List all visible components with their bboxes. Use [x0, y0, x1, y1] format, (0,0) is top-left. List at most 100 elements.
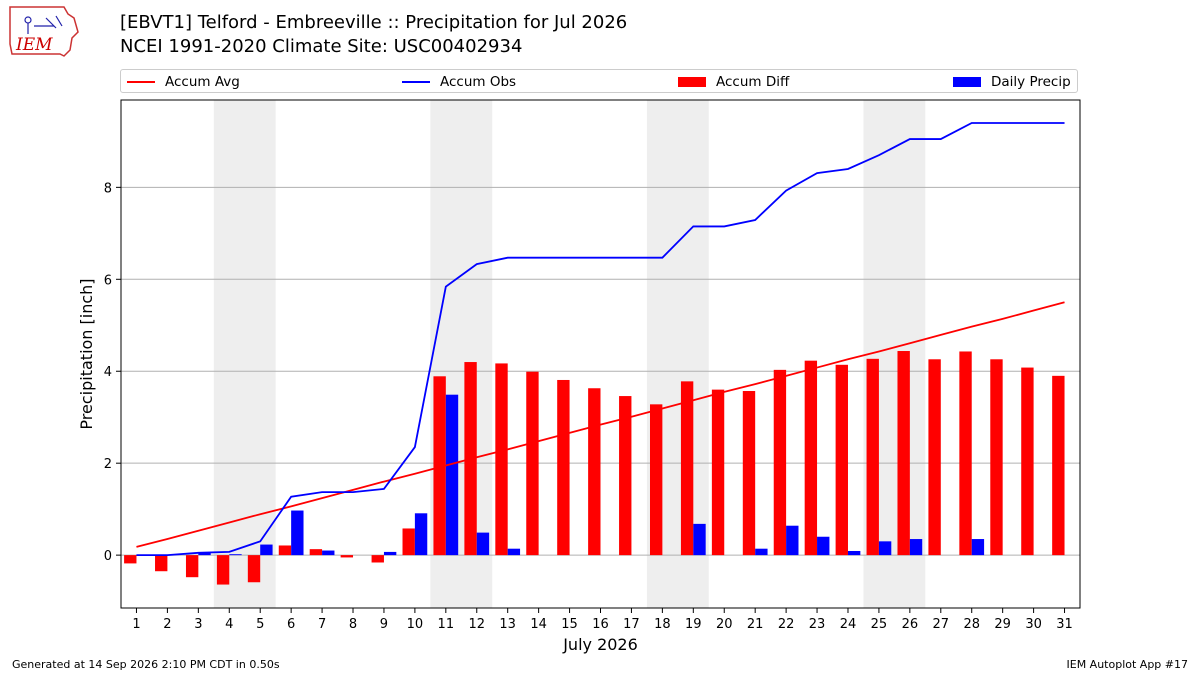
bar-accum-diff [588, 388, 601, 556]
y-tick-label: 8 [104, 181, 112, 196]
x-tick-label: 28 [963, 617, 980, 632]
x-tick-label: 9 [380, 617, 388, 632]
bar-accum-diff [464, 362, 477, 556]
x-tick-label: 8 [349, 617, 357, 632]
bar-accum-diff [433, 376, 446, 556]
bar-accum-diff [247, 555, 261, 583]
bar-daily-precip [445, 394, 459, 556]
legend: Accum Avg Accum Obs Accum Diff Daily Pre… [120, 69, 1078, 93]
x-tick-label: 29 [994, 617, 1011, 632]
x-tick-label: 25 [871, 617, 888, 632]
x-tick-label: 27 [933, 617, 950, 632]
x-tick-label: 3 [194, 617, 202, 632]
bar-daily-precip [693, 523, 706, 556]
x-tick-label: 7 [318, 617, 326, 632]
x-tick-label: 12 [468, 617, 485, 632]
x-tick-label: 13 [499, 617, 516, 632]
legend-swatch [953, 77, 981, 87]
weekend-shade [863, 100, 926, 608]
chart-subtitle: NCEI 1991-2020 Climate Site: USC00402934 [120, 36, 523, 57]
bar-accum-diff [990, 359, 1003, 556]
bar-accum-diff [804, 360, 818, 556]
bar-accum-diff [649, 404, 663, 556]
bar-accum-diff [1021, 367, 1034, 556]
bar-accum-diff [928, 359, 941, 556]
bar-accum-diff [155, 555, 168, 572]
bar-accum-diff [959, 351, 972, 556]
generated-timestamp: Generated at 14 Sep 2026 2:10 PM CDT in … [12, 658, 280, 671]
legend-label: Accum Obs [440, 74, 517, 90]
bar-daily-precip [847, 550, 861, 556]
x-tick-label: 5 [256, 617, 264, 632]
chart-title: [EBVT1] Telford - Embreeville :: Precipi… [120, 12, 628, 33]
legend-swatch [402, 81, 430, 83]
legend-item-accum-avg: Accum Avg [127, 74, 240, 90]
x-tick-label: 24 [840, 617, 857, 632]
bar-daily-precip [291, 510, 304, 556]
plot-frame [120, 99, 1081, 609]
x-tick-label: 17 [623, 617, 640, 632]
bar-accum-diff [1052, 375, 1065, 556]
bar-accum-diff [866, 358, 879, 556]
x-tick-label: 15 [561, 617, 578, 632]
legend-label: Accum Diff [716, 74, 790, 90]
legend-label: Accum Avg [165, 74, 240, 90]
bar-daily-precip [786, 525, 799, 556]
bar-accum-diff [402, 528, 415, 556]
legend-label: Daily Precip [991, 74, 1071, 90]
y-tick-label: 2 [104, 457, 112, 472]
x-tick-label: 31 [1056, 617, 1073, 632]
weekend-shade [646, 100, 709, 608]
x-tick-label: 16 [592, 617, 609, 632]
x-tick-label: 21 [747, 617, 764, 632]
bar-daily-precip [322, 550, 335, 556]
x-tick-label: 22 [778, 617, 795, 632]
bar-daily-precip [909, 539, 923, 556]
x-axis-label: July 2026 [562, 635, 638, 654]
x-tick-label: 18 [654, 617, 671, 632]
y-tick-label: 4 [104, 365, 112, 380]
x-tick-label: 19 [685, 617, 702, 632]
bar-accum-diff [216, 555, 230, 585]
bar-daily-precip [476, 532, 490, 556]
bar-accum-diff [495, 363, 508, 556]
bar-accum-diff [371, 555, 384, 563]
weekend-shade [213, 100, 276, 608]
legend-item-accum-obs: Accum Obs [402, 74, 516, 90]
legend-swatch [678, 77, 706, 87]
bar-daily-precip [198, 552, 211, 556]
bar-accum-diff [309, 549, 323, 556]
app-credit: IEM Autoplot App #17 [1066, 658, 1189, 671]
plot-area [121, 100, 1080, 608]
bar-accum-diff [526, 371, 539, 556]
bar-accum-diff [835, 364, 848, 556]
bar-accum-diff [619, 396, 632, 556]
x-tick-label: 1 [132, 617, 140, 632]
line-accum-obs [136, 122, 1065, 557]
bar-accum-diff [124, 555, 137, 564]
bar-daily-precip [755, 548, 768, 556]
x-tick-label: 11 [438, 617, 455, 632]
bar-daily-precip [414, 513, 428, 556]
bar-daily-precip [383, 551, 397, 556]
weekend-shade [430, 100, 493, 608]
bar-daily-precip [260, 544, 273, 556]
legend-item-accum-diff: Accum Diff [678, 74, 789, 90]
bar-accum-diff [557, 379, 570, 556]
line-accum-avg [136, 301, 1065, 548]
iowa-state-outline-icon [9, 6, 79, 57]
legend-item-daily-precip: Daily Precip [953, 74, 1071, 90]
x-tick-label: 2 [163, 617, 171, 632]
logo-text: IEM [15, 35, 53, 55]
bar-accum-diff [185, 555, 199, 578]
iem-logo: IEM [9, 6, 79, 57]
bar-accum-diff [897, 351, 910, 556]
bar-daily-precip [229, 554, 242, 556]
x-tick-label: 14 [530, 617, 547, 632]
bar-daily-precip [507, 548, 521, 556]
y-axis-label: Precipitation [inch] [77, 278, 96, 429]
bar-accum-diff [340, 555, 354, 558]
bar-accum-diff [711, 389, 725, 556]
x-tick-label: 6 [287, 617, 295, 632]
